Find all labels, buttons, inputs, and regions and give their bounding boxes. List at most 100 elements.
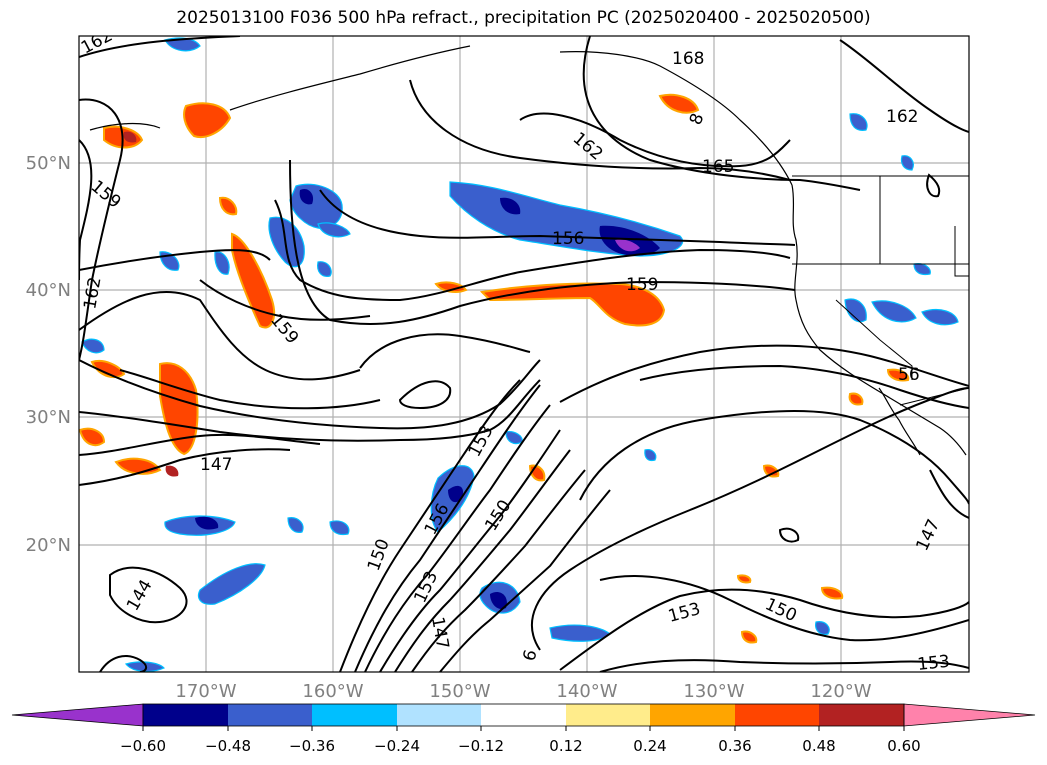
- precip-patch: [740, 630, 758, 644]
- colorbar-segment: [819, 704, 904, 726]
- contour-153-diag3: [394, 449, 571, 672]
- contour-165: [409, 79, 791, 181]
- contour-label: 168: [672, 49, 704, 69]
- contour-162-nw: [79, 36, 241, 58]
- contour-bottom-left: [99, 655, 147, 672]
- colorbar-extend-left: [11, 703, 144, 727]
- precip-patch: [90, 360, 126, 379]
- colorbar-tick-label: 0.24: [633, 737, 666, 755]
- colorbar: −0.60 −0.48 −0.36 −0.24 −0.12 0.12 0.24 …: [11, 703, 1036, 755]
- colorbar-segment: [312, 704, 397, 726]
- colorbar-tick-label: 0.36: [718, 737, 751, 755]
- contour-150-diag2: [411, 469, 586, 672]
- colorbar-segment: [650, 704, 735, 726]
- canada-coast: [559, 51, 793, 186]
- colorbar-segment: [397, 704, 481, 726]
- precip-patch: [844, 298, 867, 323]
- precip-patch: [448, 485, 464, 503]
- colorbar-frame: [142, 703, 905, 727]
- precip-patch: [886, 368, 910, 382]
- us-west-coast: [791, 184, 967, 456]
- contour-label: 159: [626, 275, 658, 295]
- colorbar-extend-right: [903, 703, 1036, 727]
- contour-147-east: [530, 387, 969, 651]
- precip-patch: [599, 225, 660, 256]
- precip-patch: [900, 155, 914, 171]
- contour-159-w2: [79, 249, 271, 271]
- map-title: 2025013100 F036 500 hPa refract., precip…: [176, 8, 871, 28]
- map-frame: [78, 35, 970, 673]
- contour-150-inner: [119, 369, 381, 410]
- contour-147-diag: [439, 489, 611, 672]
- contour-153-east: [639, 364, 969, 409]
- precip-patch: [195, 516, 219, 530]
- lat-tick-label: 50°N: [26, 153, 71, 174]
- lon-tick-label: 120°W: [810, 681, 871, 702]
- precip-patch: [848, 392, 864, 406]
- precip-patch: [329, 520, 350, 536]
- contour-147: [79, 379, 541, 442]
- contour-147-se: [929, 469, 969, 519]
- precip-patch: [299, 188, 314, 205]
- colorbar-tick-label: 0.12: [549, 737, 582, 755]
- precip-patch: [214, 251, 230, 275]
- colorbar-tick-label: −0.12: [458, 737, 504, 755]
- precip-patch: [164, 37, 201, 52]
- precip-patch: [815, 621, 830, 635]
- refractivity-contours: [79, 36, 969, 672]
- contour-labels: 162 168 162 162 165 159 156 159 162 159 …: [79, 36, 951, 672]
- precip-patch: [762, 464, 780, 478]
- contour-153-south: [599, 575, 969, 642]
- precip-patch: [615, 239, 640, 252]
- precip-patch: [434, 281, 468, 293]
- precip-patch: [490, 591, 507, 610]
- colorbar-segment: [481, 704, 566, 726]
- colorbar-tick-label: −0.48: [205, 737, 251, 755]
- precip-patch: [317, 222, 351, 238]
- precip-patch: [124, 661, 166, 672]
- contour-150-east: [579, 409, 969, 505]
- colorbar-tick-label: −0.24: [374, 737, 420, 755]
- contour-153-loop: [359, 333, 531, 369]
- contour-label: 6: [520, 648, 542, 664]
- contour-144: [109, 566, 188, 624]
- lon-tick-label: 160°W: [302, 681, 363, 702]
- map-background: [79, 36, 969, 672]
- contour-label: 147: [200, 455, 232, 475]
- lon-tick-label: 140°W: [556, 681, 617, 702]
- coastlines: [89, 45, 967, 456]
- precip-patch: [317, 261, 332, 277]
- contour-label: 162: [886, 107, 918, 127]
- state-line-nv: [835, 299, 913, 380]
- contour-156-diag: [379, 429, 561, 672]
- contour-153-west: [79, 291, 361, 381]
- contour-label: 56: [898, 365, 920, 385]
- precip-patch: [183, 102, 232, 138]
- contour-162-cell: [926, 173, 941, 198]
- colorbar-tick-label: −0.36: [289, 737, 335, 755]
- gridlines: [79, 36, 969, 672]
- contour-159-w3: [199, 279, 371, 321]
- lat-tick-label: 30°N: [26, 407, 71, 428]
- contour-162-loop: [519, 112, 791, 168]
- precip-patch: [849, 113, 868, 131]
- contour-label: 156: [552, 229, 584, 249]
- precip-patch: [658, 93, 700, 114]
- contour-150-south: [559, 588, 969, 671]
- contour-162-n: [582, 36, 861, 191]
- contour-153-cell: [398, 380, 452, 410]
- colorbar-segment: [735, 704, 819, 726]
- precip-patch: [736, 574, 752, 584]
- precip-patch: [287, 517, 304, 533]
- colorbar-tick-label: 0.48: [802, 737, 835, 755]
- colorbar-tick-label: 0.60: [887, 737, 920, 755]
- precip-patch: [231, 232, 276, 329]
- precip-patch: [81, 338, 105, 354]
- precip-patch: [197, 563, 266, 605]
- contour-153-east2: [559, 344, 969, 403]
- contour-147-south: [79, 448, 291, 486]
- contour-153-bottom: [599, 659, 969, 672]
- contour-150-diag: [354, 384, 541, 672]
- precip-patch: [123, 131, 137, 143]
